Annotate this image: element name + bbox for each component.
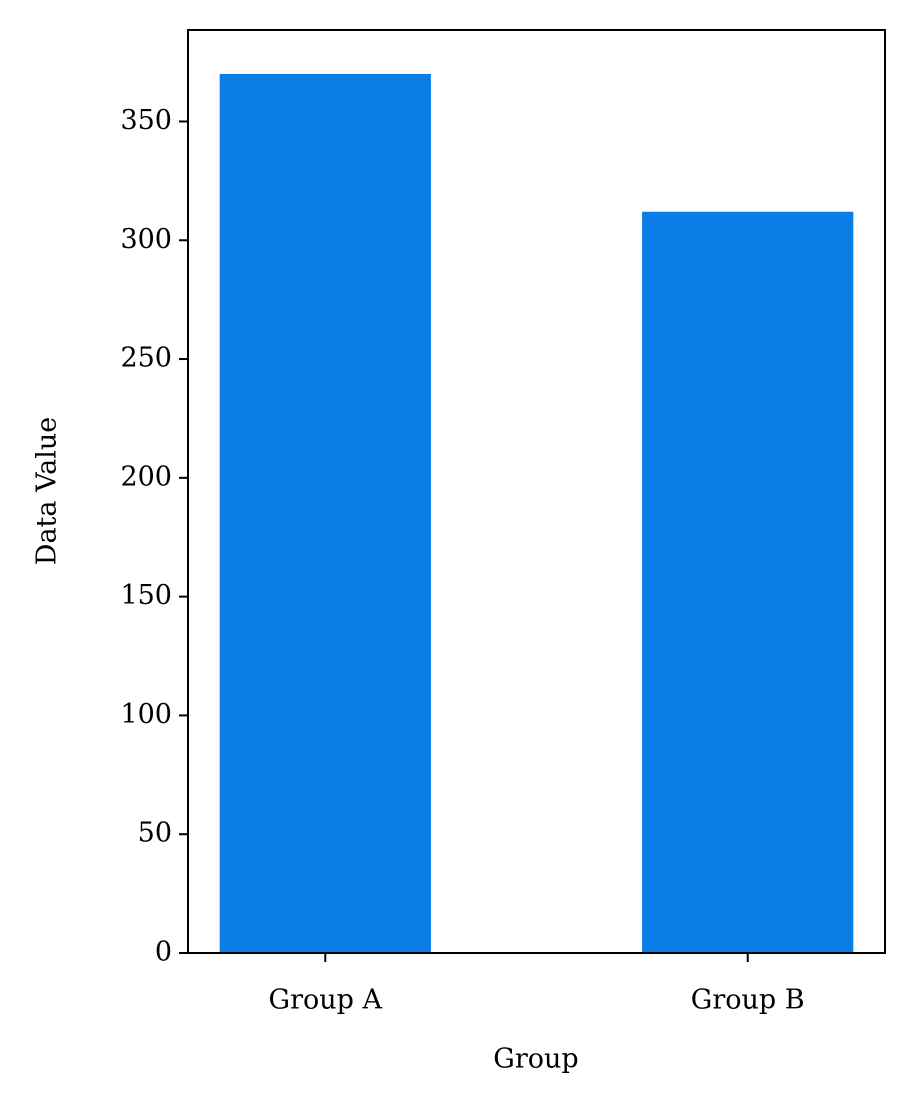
plot-frame <box>187 29 886 954</box>
y-tick-label: 0 <box>155 937 172 968</box>
bar <box>642 211 854 954</box>
y-tick-label: 50 <box>138 818 172 849</box>
x-tick-label: Group A <box>269 985 383 1016</box>
y-tick-label: 250 <box>120 343 172 374</box>
x-axis-label: Group <box>493 1044 578 1075</box>
y-tick-label: 150 <box>120 580 172 611</box>
y-tick-label: 300 <box>120 224 172 255</box>
y-tick-label: 200 <box>120 461 172 492</box>
y-tick-label: 100 <box>120 699 172 730</box>
x-tick-label: Group B <box>691 985 805 1016</box>
bar <box>219 73 431 953</box>
y-tick-label: 350 <box>120 105 172 136</box>
y-axis-label: Data Value <box>32 417 63 565</box>
